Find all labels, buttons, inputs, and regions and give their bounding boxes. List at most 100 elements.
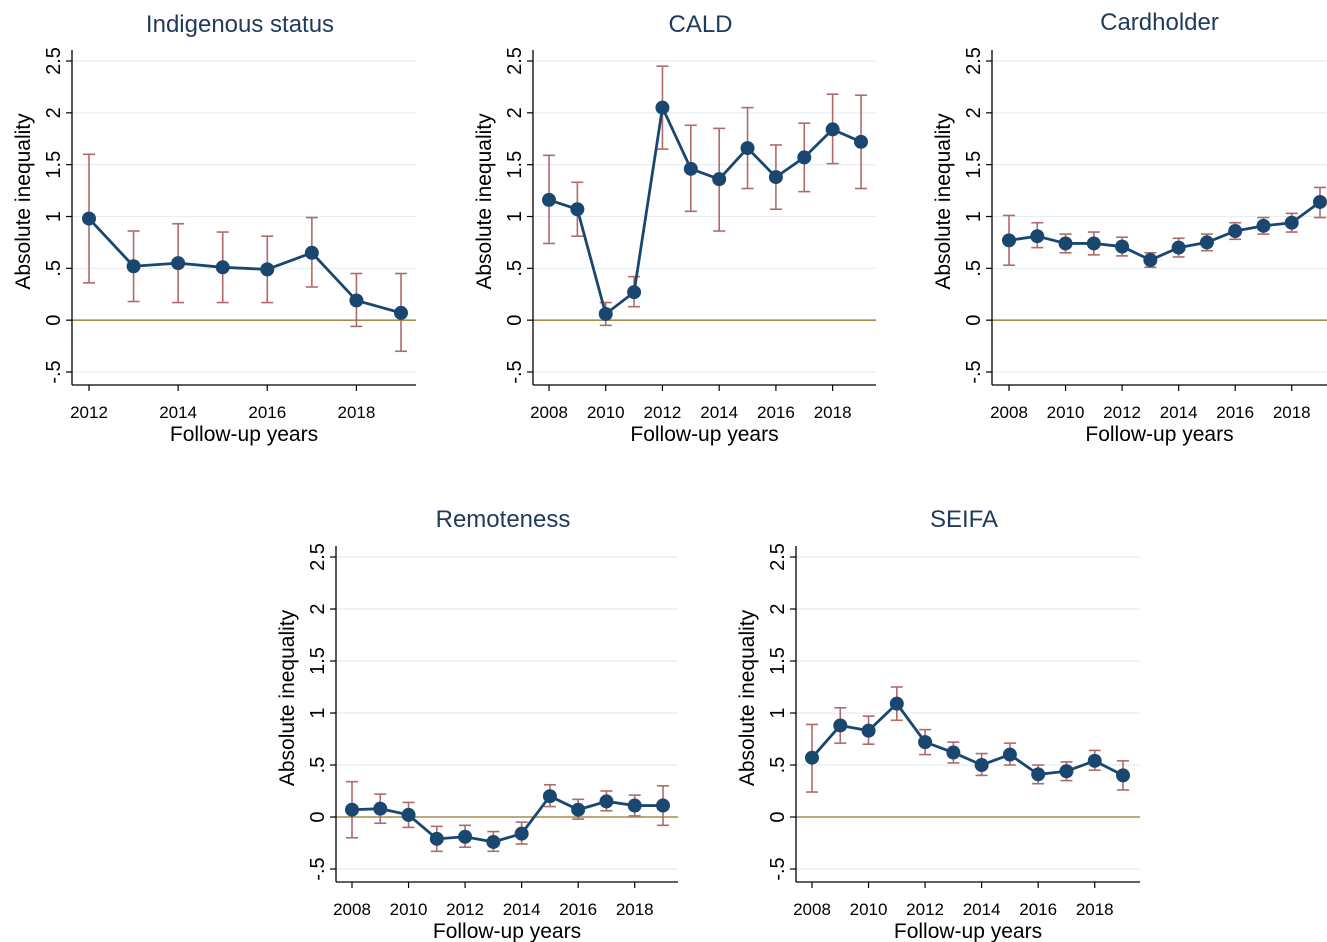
data-point: [542, 789, 557, 804]
data-point: [1115, 239, 1130, 254]
y-tick-label: 2: [307, 603, 329, 614]
data-point: [1143, 253, 1158, 268]
data-point: [571, 802, 586, 817]
data-point: [260, 262, 275, 277]
x-tick-label: 2014: [503, 900, 541, 919]
data-point: [514, 826, 529, 841]
data-point: [712, 172, 727, 187]
y-tick-label: .5: [963, 260, 985, 277]
x-tick-label: 2018: [616, 900, 654, 919]
x-tick-label: 2008: [990, 403, 1028, 422]
y-tick-label: 2.5: [963, 47, 985, 75]
y-axis-title: Absolute inequality: [736, 609, 759, 786]
x-tick-label: 2014: [963, 900, 1001, 919]
y-tick-label: 2: [43, 107, 65, 118]
chart-title: Remoteness: [436, 506, 571, 533]
data-point: [683, 161, 698, 176]
x-tick-label: 2012: [1103, 403, 1141, 422]
y-tick-label: 2: [767, 603, 789, 614]
x-axis-title: Follow-up years: [170, 423, 318, 446]
x-tick-label: 2014: [159, 403, 197, 422]
x-tick-label: 2012: [906, 900, 944, 919]
data-point: [126, 259, 141, 274]
data-point: [627, 285, 642, 300]
data-point: [1199, 235, 1214, 250]
x-tick-label: 2008: [793, 900, 831, 919]
x-tick-label: 2014: [1160, 403, 1198, 422]
x-tick-label: 2016: [248, 403, 286, 422]
data-point: [570, 202, 585, 217]
data-point: [1030, 229, 1045, 244]
data-point: [627, 798, 642, 813]
x-tick-label: 2012: [644, 403, 682, 422]
data-point: [833, 718, 848, 733]
x-tick-label: 2018: [1076, 900, 1114, 919]
y-tick-label: 1.5: [43, 151, 65, 179]
data-point: [825, 122, 840, 137]
x-tick-label: 2010: [390, 900, 428, 919]
y-tick-label: 1: [43, 211, 65, 222]
y-axis-title: Absolute inequality: [932, 113, 955, 290]
data-point: [82, 211, 96, 226]
data-point: [797, 150, 812, 165]
data-point: [1313, 194, 1327, 209]
y-tick-label: 2.5: [767, 543, 789, 571]
data-point: [854, 134, 868, 149]
x-tick-label: 2014: [700, 403, 738, 422]
chart-panel-5: -.5 0 .5 1 1.5 2 2.5 2008 2010 2012 2014 2016 2018 SE…: [736, 506, 1140, 942]
chart-panel-4: -.5 0 .5 1 1.5 2 2.5 2008 2010 2012 2014 2016 2018 Re…: [276, 506, 678, 942]
y-tick-label: -.5: [307, 857, 329, 880]
data-point: [1002, 747, 1017, 762]
data-point: [740, 141, 755, 156]
data-point: [1086, 236, 1101, 251]
x-axis-title: Follow-up years: [433, 920, 581, 942]
data-point: [1059, 764, 1074, 779]
y-tick-label: .5: [307, 757, 329, 774]
chart-title: SEIFA: [930, 506, 998, 533]
x-tick-label: 2008: [530, 403, 568, 422]
data-point: [861, 723, 876, 738]
x-axis-title: Follow-up years: [1085, 423, 1233, 446]
y-tick-label: 1.5: [307, 647, 329, 675]
y-tick-label: 2.5: [43, 47, 65, 75]
series-line: [548, 106, 862, 316]
chart-title: CALD: [668, 11, 732, 38]
x-tick-label: 2012: [446, 900, 484, 919]
y-tick-label: 1.5: [963, 151, 985, 179]
x-tick-label: 2010: [587, 403, 625, 422]
data-point: [599, 794, 614, 809]
y-axis-title: Absolute inequality: [473, 113, 496, 290]
y-tick-label: .5: [43, 260, 65, 277]
data-point: [1058, 236, 1073, 251]
data-point: [598, 306, 613, 321]
y-tick-label: 2.5: [307, 543, 329, 571]
data-point: [458, 829, 473, 844]
y-tick-label: -.5: [43, 360, 65, 383]
y-tick-label: 0: [504, 315, 526, 326]
data-point: [394, 305, 408, 320]
x-tick-label: 2016: [559, 900, 597, 919]
data-point: [1116, 768, 1130, 783]
data-point: [215, 260, 230, 275]
data-point: [304, 245, 319, 260]
data-point: [401, 807, 416, 822]
y-tick-label: 2: [963, 107, 985, 118]
x-tick-label: 2018: [338, 403, 376, 422]
x-tick-label: 2018: [1273, 403, 1311, 422]
y-tick-label: -.5: [767, 857, 789, 880]
x-axis-title: Follow-up years: [630, 423, 778, 446]
data-point: [805, 750, 819, 765]
chart-panel-3: -.5 0 .5 1 1.5 2 2.5 2008 2010 2012 2014 2016 2018 Ca…: [932, 9, 1327, 446]
y-tick-label: 1: [307, 707, 329, 718]
series-line: [87, 217, 402, 315]
data-point: [1031, 767, 1046, 782]
y-tick-label: 0: [767, 811, 789, 822]
y-tick-label: -.5: [504, 360, 526, 383]
chart-title: Indigenous status: [146, 11, 334, 38]
y-tick-label: .5: [767, 757, 789, 774]
x-tick-label: 2010: [1047, 403, 1085, 422]
y-tick-label: -.5: [963, 360, 985, 383]
data-point: [429, 831, 444, 846]
data-point: [542, 192, 556, 207]
